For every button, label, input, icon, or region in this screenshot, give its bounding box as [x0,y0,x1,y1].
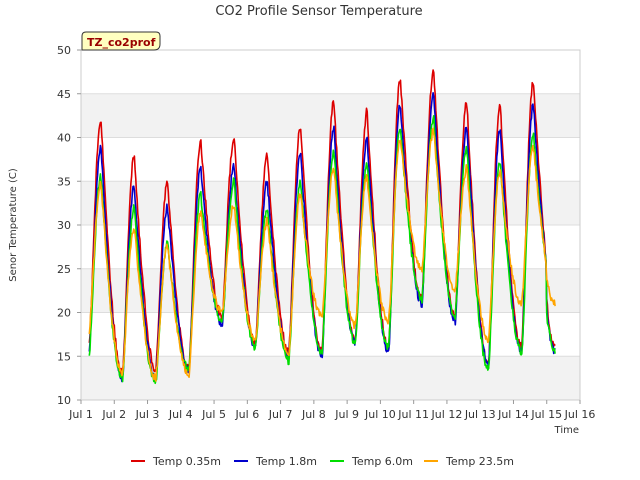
x-tick-label: Jul 10 [364,408,396,421]
site-badge: TZ_co2prof [81,31,161,51]
legend-label: Temp 6.0m [351,455,413,468]
x-tick-label: Jul 12 [431,408,463,421]
x-tick-label: Jul 13 [464,408,496,421]
y-tick-label: 35 [57,175,71,188]
x-tick-label: Jul 8 [301,408,326,421]
x-axis: Jul 1 Jul 2 Jul 3 Jul 4 Jul 5 Jul 6 Jul 7 Jul 8… [68,400,595,421]
series-line-4 [88,127,556,382]
y-tick-label: 40 [57,132,71,145]
x-tick-label: Jul 11 [397,408,429,421]
y-tick-label: 10 [57,394,71,407]
x-tick-label: Jul 2 [101,408,126,421]
y-axis-label: Senor Temperature (C) [8,168,19,282]
series-layer [88,69,556,385]
x-tick-label: Jul 5 [201,408,226,421]
x-axis-label: Time [554,425,579,436]
y-tick-label: 25 [57,263,71,276]
badge-label: TZ_co2prof [87,36,156,49]
plot-band [81,268,580,313]
x-tick-label: Jul 4 [168,408,193,421]
y-tick-label: 45 [57,88,71,101]
y-axis: 10 15 20 25 30 35 40 45 50 [57,44,81,407]
chart-title: CO2 Profile Sensor Temperature [215,4,422,19]
plot-band [81,356,580,400]
legend-label: Temp 23.5m [445,455,514,468]
legend-label: Temp 0.35m [152,455,221,468]
y-tick-label: 50 [57,44,71,57]
y-tick-label: 20 [57,307,71,320]
legend-label: Temp 1.8m [255,455,317,468]
x-tick-label: Jul 7 [268,408,293,421]
x-tick-label: Jul 9 [334,408,359,421]
x-tick-label: Jul 1 [68,408,93,421]
badge-box [81,31,161,51]
y-tick-label: 15 [57,350,71,363]
x-tick-label: Jul 16 [564,408,596,421]
x-tick-label: Jul 15 [530,408,562,421]
x-tick-label: Jul 14 [497,408,529,421]
x-tick-label: Jul 3 [135,408,160,421]
series-line-3 [88,115,556,385]
legend: Temp 0.35m Temp 1.8m Temp 6.0m Temp 23.5m [131,455,514,468]
x-tick-label: Jul 6 [234,408,259,421]
y-tick-label: 30 [57,219,71,232]
